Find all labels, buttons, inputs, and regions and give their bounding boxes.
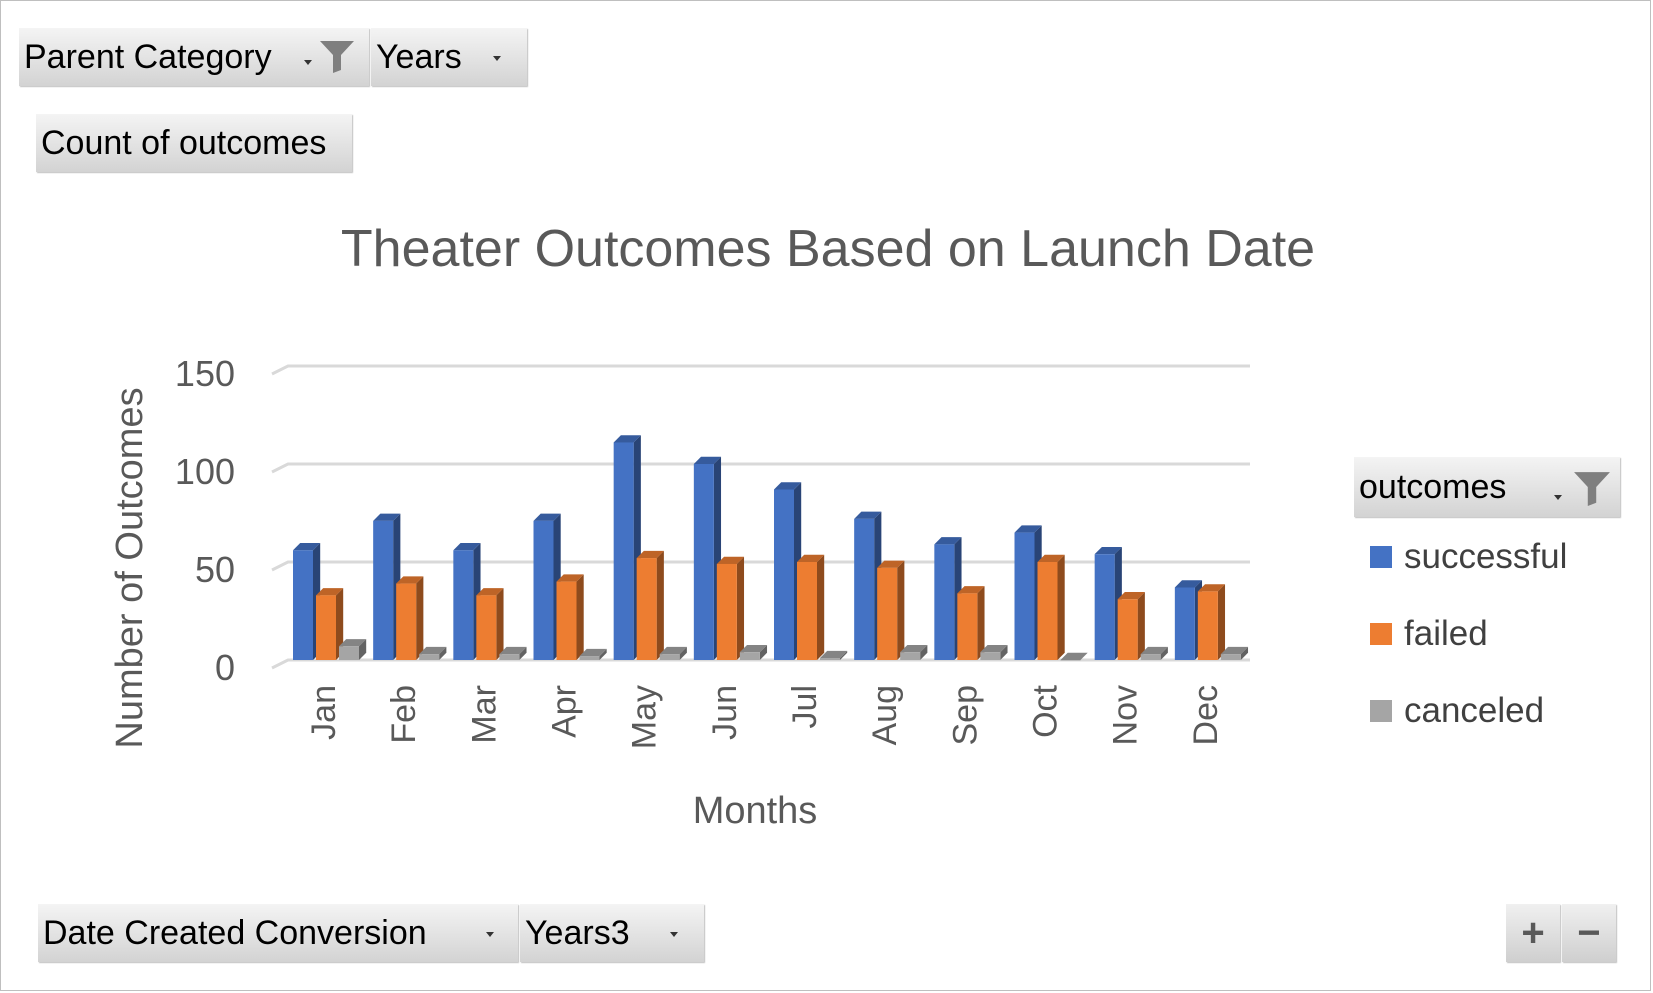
bar-failed-nov[interactable] [1117, 592, 1145, 660]
y-axis-label: Number of Outcomes [109, 387, 151, 748]
bar-canceled-oct[interactable] [1060, 652, 1088, 661]
funnel-icon[interactable] [1572, 469, 1612, 507]
bar-canceled-mar[interactable] [499, 646, 527, 660]
bar-canceled-sep[interactable] [980, 644, 1008, 660]
x-tick-label: Jan [305, 685, 343, 740]
y-tick-label: 50 [195, 549, 235, 590]
chevron-down-icon[interactable] [670, 932, 678, 937]
parent-category-label: Parent Category [24, 37, 272, 76]
x-tick-label: Sep [946, 685, 984, 746]
chevron-down-icon[interactable] [486, 932, 494, 937]
collapse-field-button[interactable]: − [1562, 904, 1616, 962]
years-label: Years [376, 37, 462, 76]
x-tick-label: Dec [1187, 685, 1225, 745]
bar-canceled-aug[interactable] [900, 644, 928, 660]
legend-entry-successful[interactable]: successful [1370, 537, 1567, 577]
date-created-conversion-button[interactable]: Date Created Conversion [38, 904, 518, 962]
y-tick-label: 0 [215, 647, 235, 688]
x-tick-label: Aug [866, 685, 904, 746]
y-tick-label: 150 [175, 353, 235, 394]
bar-successful-may[interactable] [613, 435, 641, 660]
outcomes-label: outcomes [1359, 467, 1507, 506]
chart-title: Theater Outcomes Based on Launch Date [341, 220, 1315, 278]
bar-failed-jun[interactable] [716, 556, 745, 660]
legend-swatch [1370, 546, 1392, 568]
gridline [271, 560, 1250, 572]
legend-label: failed [1404, 614, 1488, 653]
plus-icon: + [1521, 910, 1545, 955]
bar-canceled-jun[interactable] [739, 644, 768, 660]
x-tick-label: Jul [786, 685, 824, 728]
legend-label: canceled [1404, 691, 1545, 730]
x-axis-label: Months [693, 790, 818, 832]
years3-label: Years3 [525, 913, 630, 952]
bar-canceled-dec[interactable] [1220, 646, 1249, 660]
legend-swatch [1370, 623, 1392, 645]
bar-canceled-feb[interactable] [419, 646, 447, 660]
bar-failed-jan[interactable] [316, 588, 344, 660]
gridline [271, 364, 1250, 376]
bar-failed-mar[interactable] [476, 588, 504, 660]
y-tick-label: 100 [175, 451, 235, 492]
minus-icon: − [1577, 910, 1601, 955]
bar-canceled-apr[interactable] [579, 648, 607, 660]
values-field-button[interactable]: Count of outcomes [36, 114, 352, 172]
legend-entry-failed[interactable]: failed [1370, 614, 1488, 654]
chevron-down-icon[interactable] [1554, 495, 1562, 500]
x-tick-label: Jun [706, 685, 744, 740]
years3-filter-button[interactable]: Years3 [520, 904, 704, 962]
bar-failed-sep[interactable] [957, 586, 985, 660]
legend-entry-canceled[interactable]: canceled [1370, 691, 1544, 731]
legend-swatch [1370, 700, 1392, 722]
x-tick-label: Oct [1027, 684, 1065, 737]
bar-failed-apr[interactable] [556, 574, 584, 660]
bar-canceled-may[interactable] [659, 646, 687, 660]
funnel-icon[interactable] [319, 38, 355, 74]
x-tick-label: Feb [385, 685, 423, 744]
date-created-conversion-label: Date Created Conversion [43, 913, 427, 952]
bar-failed-jul[interactable] [797, 554, 825, 660]
bar-canceled-nov[interactable] [1140, 646, 1168, 660]
bar-canceled-jan[interactable] [339, 639, 367, 660]
x-tick-label: May [626, 685, 664, 749]
bar-successful-aug[interactable] [854, 511, 882, 660]
outcomes-legend-field-button[interactable]: outcomes [1354, 457, 1620, 517]
x-tick-label: Nov [1107, 685, 1145, 745]
bar-failed-feb[interactable] [396, 576, 424, 660]
expand-field-button[interactable]: + [1506, 904, 1560, 962]
bar-failed-dec[interactable] [1197, 584, 1226, 660]
x-tick-label: Mar [465, 685, 503, 744]
x-tick-label: Apr [546, 685, 584, 738]
legend-label: successful [1404, 537, 1568, 576]
bar-failed-oct[interactable] [1037, 554, 1065, 660]
bar-canceled-jul[interactable] [820, 650, 848, 660]
gridline [271, 462, 1250, 474]
parent-category-filter-button[interactable]: Parent Category [19, 28, 369, 86]
bar-failed-aug[interactable] [877, 560, 905, 660]
bar-failed-may[interactable] [636, 550, 664, 660]
gridline [271, 658, 1250, 670]
count-of-outcomes-label: Count of outcomes [41, 123, 327, 162]
years-filter-button[interactable]: Years [371, 28, 527, 86]
